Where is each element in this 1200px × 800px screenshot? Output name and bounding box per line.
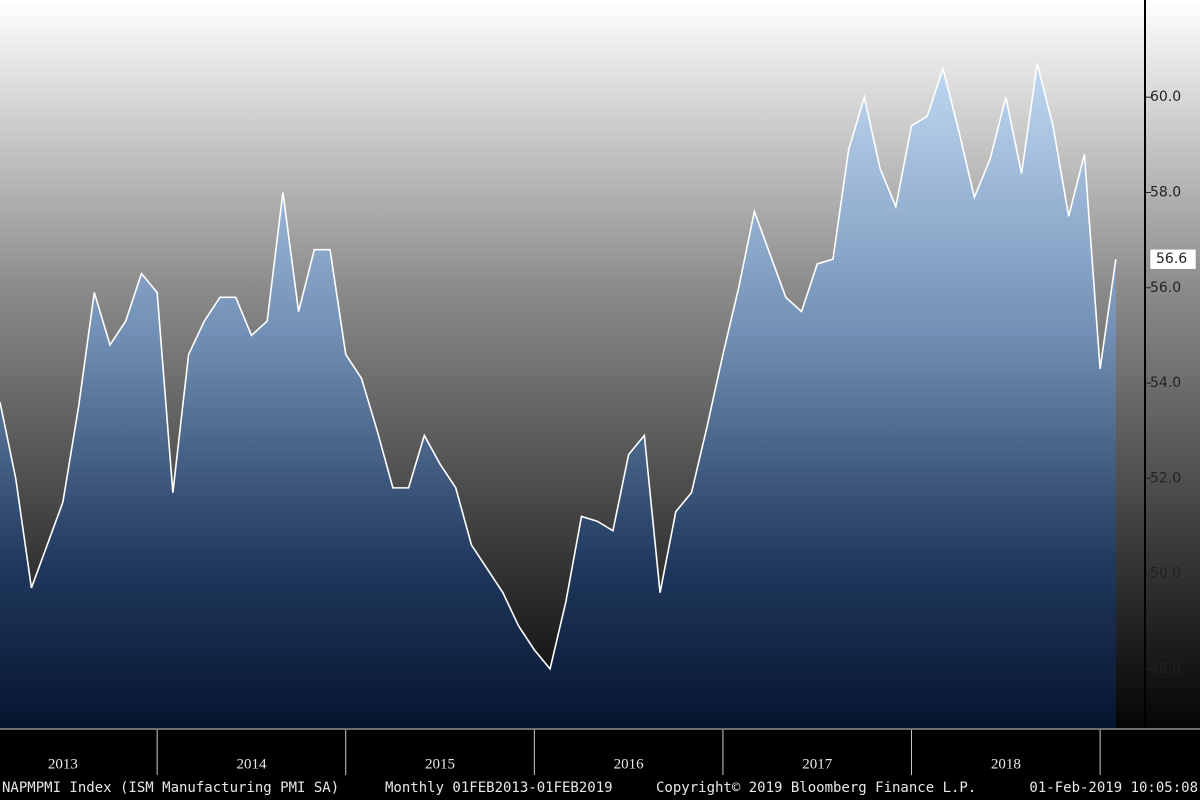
footer-ticker: NAPMPMI Index (ISM Manufacturing PMI SA) — [2, 780, 339, 796]
y-tick-label: 60.0 — [1150, 89, 1181, 105]
x-tick-label: 2016 — [614, 756, 645, 772]
y-tick-label: 52.0 — [1150, 470, 1181, 486]
line — [0, 63, 1117, 671]
x-tick-label: 2018 — [991, 756, 1021, 772]
footer-period: Monthly 01FEB2013-01FEB2019 — [385, 780, 613, 796]
last-value-label: 56.6 — [1156, 251, 1187, 267]
x-tick-label: 2017 — [802, 756, 833, 772]
axis-background — [0, 728, 1200, 800]
y-tick-label: 54.0 — [1150, 375, 1181, 391]
y-tick-label: 50.0 — [1150, 566, 1181, 582]
x-tick-label: 2013 — [48, 756, 78, 772]
y-tick-label: 48.0 — [1150, 661, 1181, 677]
x-tick-label: 2015 — [425, 756, 455, 772]
footer-copyright: Copyright© 2019 Bloomberg Finance L.P. — [656, 780, 976, 796]
x-tick-label: 2014 — [236, 756, 267, 772]
last-value-box — [1149, 248, 1197, 270]
y-tick-label: 58.0 — [1150, 184, 1181, 200]
y-tick-label: 56.0 — [1150, 280, 1181, 296]
footer-timestamp: 01-Feb-2019 10:05:08 — [1029, 780, 1198, 796]
